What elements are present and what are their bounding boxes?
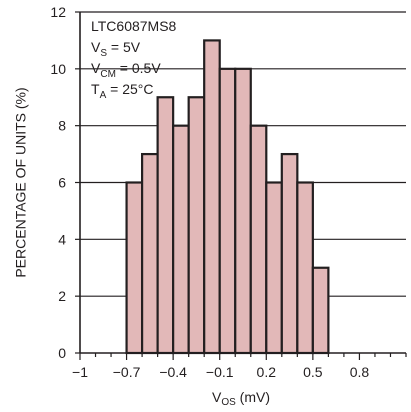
bar-10: [280, 152, 299, 355]
bar-5: [203, 39, 221, 355]
y-tick-label-6: 12: [50, 4, 66, 20]
x-tick-label-2: −0.4: [159, 364, 187, 380]
y-tick-label-5: 10: [50, 61, 66, 77]
x-axis-title-main: V: [212, 389, 222, 405]
y-tick-label-4: 8: [58, 118, 66, 134]
x-tick-label-6: 0.8: [350, 364, 370, 380]
histogram-bars: [125, 39, 330, 355]
x-tick-label-3: −0.1: [206, 364, 234, 380]
annotation-line-3: TA = 25°C: [91, 81, 153, 101]
bar-11: [296, 181, 314, 355]
y-tick-label-0: 0: [58, 345, 66, 361]
y-tick-label-3: 6: [58, 175, 66, 191]
axis-ticks: [75, 11, 407, 360]
bar-9: [265, 181, 283, 355]
bar-6: [218, 67, 237, 355]
bar-7: [234, 67, 252, 355]
y-tick-label-2: 4: [58, 231, 66, 247]
annotation-line-0: LTC6087MS8: [91, 18, 177, 34]
x-axis-title-sub: OS: [221, 397, 236, 408]
x-tick-label-1: −0.7: [113, 364, 141, 380]
x-tick-label-4: 0.2: [257, 364, 277, 380]
x-tick-label-5: 0.5: [303, 364, 323, 380]
x-tick-label-0: −1: [72, 364, 88, 380]
bar-4: [187, 96, 206, 355]
annotation-line-1: VS = 5V: [91, 39, 141, 59]
x-axis-title: VOS (mV): [212, 389, 270, 408]
bar-12: [311, 266, 330, 355]
x-axis-title-unit: (mV): [236, 389, 270, 405]
bar-2: [156, 96, 175, 355]
bar-1: [140, 152, 159, 355]
tick-labels: −1 −0.7 −0.4 −0.1 0.2 0.5 0.8 0 2 4 6 8 10 12: [50, 4, 369, 380]
annotation-line-2: VCM = 0.5V: [91, 60, 161, 80]
y-tick-label-1: 2: [58, 288, 66, 304]
bar-3: [172, 124, 190, 355]
bar-8: [249, 124, 268, 355]
bar-0: [125, 181, 144, 355]
y-axis-title: PERCENTAGE OF UNITS (%): [13, 87, 29, 277]
